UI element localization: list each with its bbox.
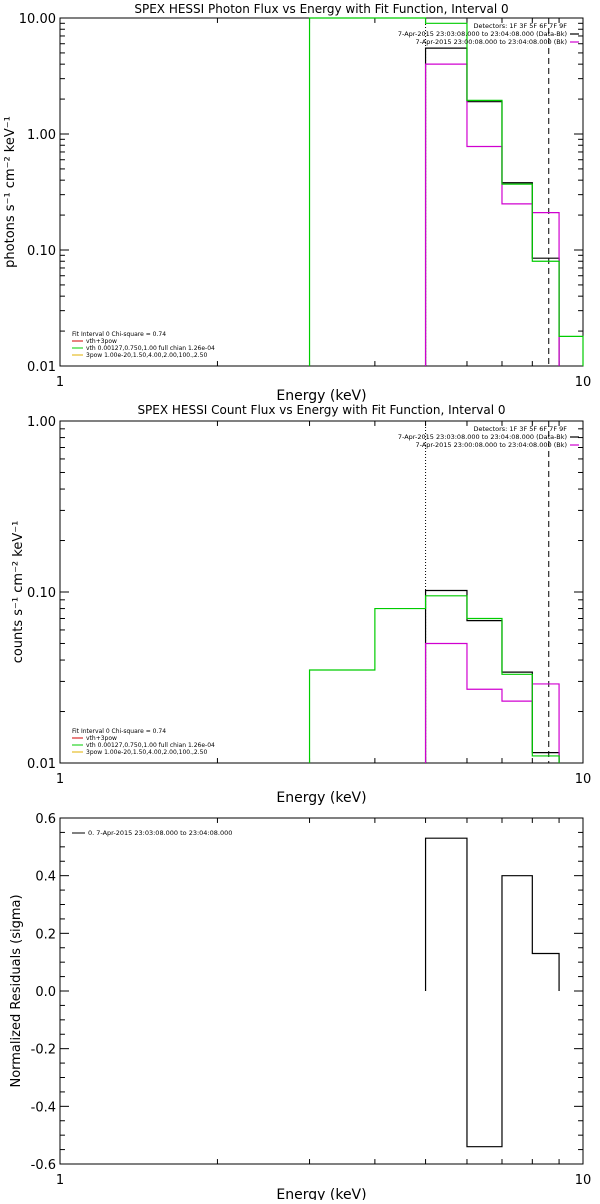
legend-header-line: Detectors: 1F 3F 5F 6F 7F 9F bbox=[473, 425, 567, 433]
chart-title: SPEX HESSI Photon Flux vs Energy with Fi… bbox=[134, 2, 508, 16]
x-axis-label: Energy (keV) bbox=[276, 388, 366, 404]
y-tick-label: -0.6 bbox=[31, 1158, 56, 1173]
legend-header-line: 7-Apr-2015 23:00:08.000 to 23:04:08.000 … bbox=[416, 441, 567, 449]
y-tick-label: 1.00 bbox=[27, 415, 56, 430]
y-axis-label: counts s⁻¹ cm⁻² keV⁻¹ bbox=[11, 521, 26, 664]
y-tick-label: 10.00 bbox=[19, 12, 56, 27]
plot-frame bbox=[59, 17, 584, 367]
y-tick-label: 0.2 bbox=[35, 927, 56, 942]
series-data-bk bbox=[424, 47, 560, 366]
x-tick-label: 10 bbox=[575, 772, 592, 787]
fit-legend-line: 3pow 1.00e-20,1.50,4.00,2.00,100.,2.50 bbox=[86, 749, 207, 756]
fit-legend-line: vth+3pow bbox=[86, 338, 117, 345]
y-axis-label: Normalized Residuals (sigma) bbox=[9, 894, 24, 1087]
y-tick-label: 0.10 bbox=[27, 244, 56, 259]
residual-legend: 0. 7-Apr-2015 23:03:08.000 to 23:04:08.0… bbox=[88, 829, 232, 837]
series-vth-3pow bbox=[308, 595, 560, 763]
fit-legend-line: Fit Interval 0 Chi-square = 0.74 bbox=[72, 728, 166, 735]
fit-legend-line: 3pow 1.00e-20,1.50,4.00,2.00,100.,2.50 bbox=[86, 352, 207, 359]
series-vth-3pow bbox=[308, 17, 584, 366]
y-axis-label: photons s⁻¹ cm⁻² keV⁻¹ bbox=[3, 116, 18, 268]
x-tick-label: 1 bbox=[56, 1173, 64, 1188]
y-tick-label: 1.00 bbox=[27, 128, 56, 143]
fit-legend-line: vth 0.00127,0.750,1.00 full chian 1.26e-… bbox=[86, 345, 215, 352]
legend-header-line: 7-Apr-2015 23:00:08.000 to 23:04:08.000 … bbox=[416, 38, 567, 46]
chart-title: SPEX HESSI Count Flux vs Energy with Fit… bbox=[137, 403, 505, 417]
x-tick-label: 1 bbox=[56, 375, 64, 390]
x-tick-label: 1 bbox=[56, 772, 64, 787]
y-tick-label: 0.10 bbox=[27, 586, 56, 601]
legend-header-line: Detectors: 1F 3F 5F 6F 7F 9F bbox=[473, 22, 567, 30]
legend-header-line: 7-Apr-2015 23:03:08.000 to 23:04:08.000 … bbox=[398, 433, 567, 441]
fit-legend-line: vth+3pow bbox=[86, 735, 117, 742]
x-tick-label: 10 bbox=[575, 375, 592, 390]
y-tick-label: -0.2 bbox=[31, 1043, 56, 1058]
x-axis-label: Energy (keV) bbox=[276, 1187, 366, 1200]
y-tick-label: 0.01 bbox=[27, 757, 56, 772]
fit-legend-line: Fit Interval 0 Chi-square = 0.74 bbox=[72, 331, 166, 338]
series-bk bbox=[424, 63, 560, 366]
y-tick-label: -0.4 bbox=[31, 1100, 56, 1115]
x-tick-label: 10 bbox=[575, 1173, 592, 1188]
fit-legend-line: vth 0.00127,0.750,1.00 full chian 1.26e-… bbox=[86, 742, 215, 749]
plot-frame bbox=[59, 817, 584, 1165]
series-0- bbox=[424, 837, 560, 1148]
legend-header-line: 7-Apr-2015 23:03:08.000 to 23:04:08.000 … bbox=[398, 30, 567, 38]
x-axis-label: Energy (keV) bbox=[276, 790, 366, 806]
series-data-bk bbox=[424, 589, 560, 763]
y-tick-label: 0.0 bbox=[35, 985, 56, 1000]
y-tick-label: 0.4 bbox=[35, 870, 56, 885]
y-tick-label: 0.6 bbox=[35, 812, 56, 827]
series-bk bbox=[424, 642, 560, 763]
y-tick-label: 0.01 bbox=[27, 360, 56, 375]
plot-frame bbox=[59, 420, 584, 764]
